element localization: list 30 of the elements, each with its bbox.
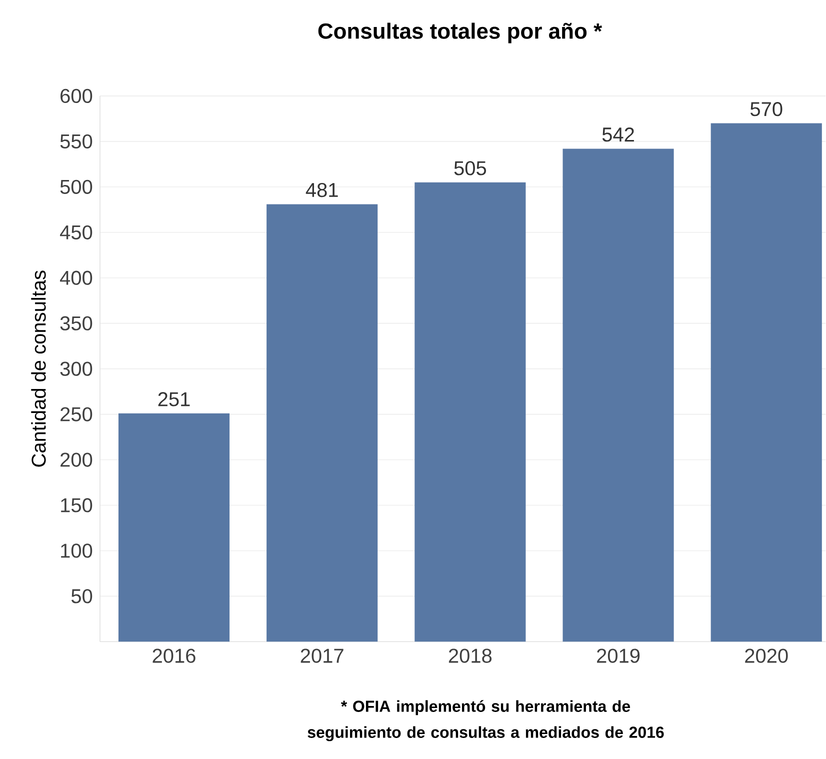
y-tick-label: 250 <box>60 407 92 422</box>
y-tick-label: 500 <box>60 180 92 194</box>
data-label: 481 <box>306 183 338 198</box>
y-tick-label: 350 <box>60 316 92 331</box>
y-tick-label: 100 <box>61 544 92 558</box>
text: * OFIA implementó su herramienta de seguimiento de consultas a mediados de 2016 <box>308 700 664 742</box>
bar <box>710 123 822 642</box>
bar <box>118 414 230 642</box>
x-tick-label: 2016 <box>152 648 196 664</box>
x-tick-label: 2017 <box>300 648 344 664</box>
data-label: 505 <box>454 161 486 176</box>
bar <box>414 182 526 642</box>
y-tick-label: 50 <box>71 589 92 604</box>
y-tick-label: 450 <box>60 226 92 240</box>
y-axis-title: Cantidad de consultas <box>31 270 46 467</box>
y-tick-label: 150 <box>61 498 92 512</box>
data-label: 542 <box>602 128 634 142</box>
data-label: 570 <box>750 102 782 116</box>
y-tick-label: 550 <box>60 134 92 149</box>
y-tick-label: 200 <box>60 452 92 468</box>
x-tick-label: 2019 <box>597 648 640 664</box>
y-tick-label: 300 <box>60 362 92 376</box>
bar <box>562 148 674 642</box>
x-tick-label: 2020 <box>745 648 788 664</box>
bar <box>266 204 378 642</box>
data-label: 251 <box>158 392 190 406</box>
y-tick-label: 400 <box>60 270 92 286</box>
y-tick-label: 600 <box>60 89 92 104</box>
x-tick-label: 2018 <box>448 648 492 664</box>
chart-title: Consultas totales por año * <box>318 22 602 44</box>
